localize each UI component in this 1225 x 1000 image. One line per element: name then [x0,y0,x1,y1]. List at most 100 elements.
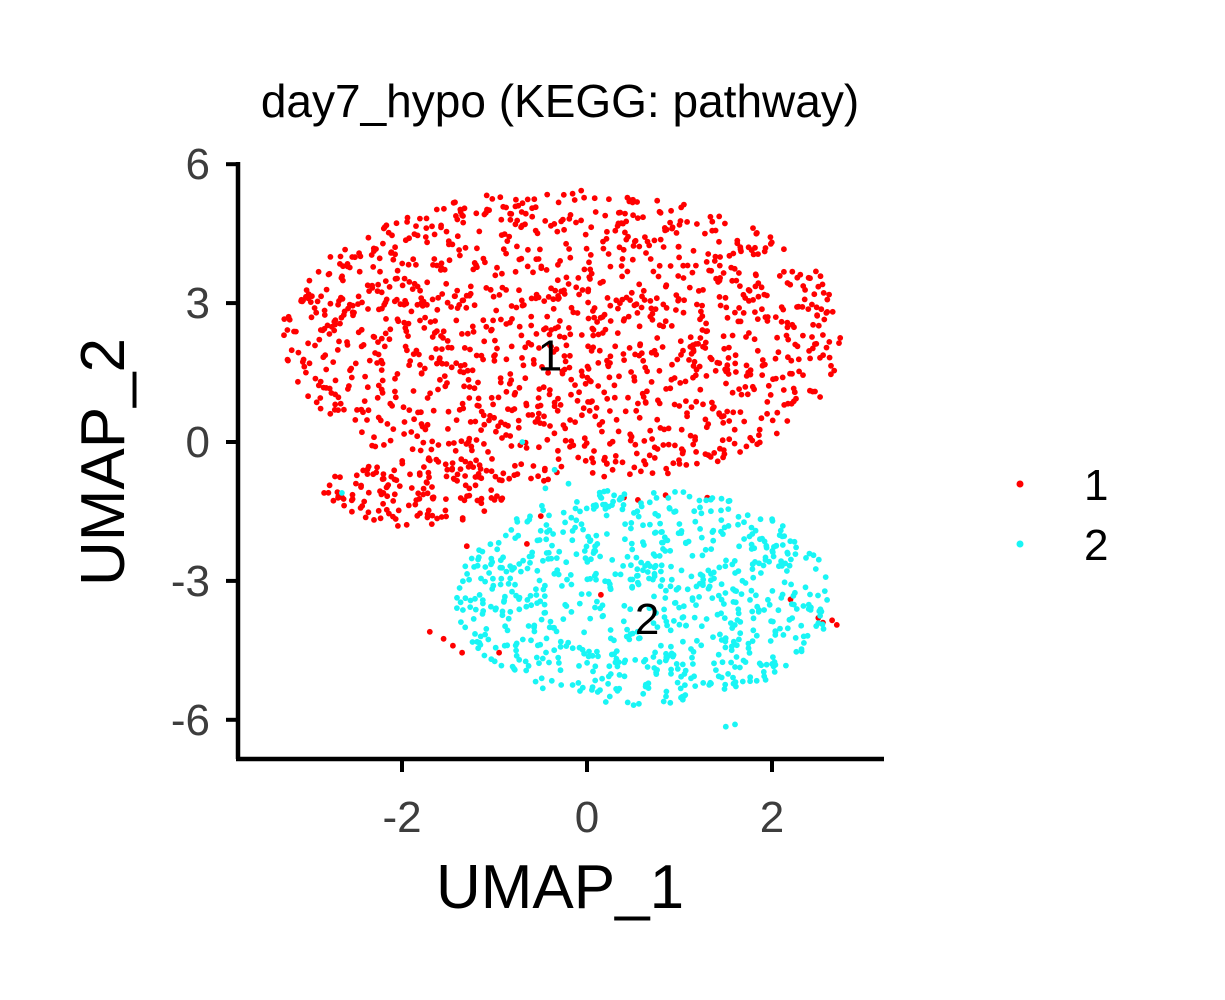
scatter-point-series-1 [528,475,534,482]
scatter-point-series-2 [462,595,469,602]
scatter-point-series-1 [349,491,356,498]
scatter-point-series-2 [544,529,550,535]
scatter-point-series-1 [358,406,365,413]
scatter-point-series-2 [573,551,580,558]
scatter-point-series-1 [397,301,404,308]
scatter-point-series-1 [589,470,596,476]
scatter-point-series-1 [774,409,781,416]
scatter-point-series-2 [663,688,670,695]
scatter-point-series-1 [503,356,510,363]
scatter-point-series-1 [661,225,668,231]
scatter-point-series-1 [306,277,313,284]
scatter-point-series-1 [335,394,342,401]
scatter-point-series-1 [370,245,377,252]
scatter-point-series-2 [488,561,494,568]
scatter-point-series-1 [810,321,816,328]
scatter-point-series-2 [620,563,626,569]
scatter-point-series-1 [703,424,710,431]
scatter-point-series-1 [561,353,568,359]
chart-title: day7_hypo (KEGG: pathway) [261,75,859,127]
scatter-point-series-1 [497,379,504,386]
scatter-point-series-1 [463,543,470,550]
scatter-point-series-2 [682,692,689,698]
scatter-point-series-1 [762,245,769,251]
scatter-point-series-1 [670,460,677,467]
scatter-point-series-2 [575,680,582,686]
scatter-point-series-1 [394,316,401,323]
scatter-point-series-2 [607,586,614,593]
scatter-point-series-2 [567,572,574,578]
scatter-point-series-2 [777,527,784,534]
scatter-point-series-1 [570,309,577,316]
scatter-point-series-1 [673,292,680,298]
scatter-point-series-1 [354,407,360,413]
scatter-point-series-1 [421,464,427,470]
scatter-point-series-1 [628,433,635,440]
scatter-point-series-1 [410,256,417,263]
scatter-point-series-1 [554,228,561,235]
scatter-point-series-2 [680,489,687,495]
scatter-point-series-1 [399,460,406,467]
scatter-point-series-2 [735,521,741,528]
scatter-point-series-1 [492,337,498,344]
scatter-point-series-1 [460,213,466,219]
scatter-point-series-2 [489,586,496,592]
scatter-point-series-1 [457,206,464,213]
scatter-point-series-1 [422,234,429,240]
scatter-point-series-2 [753,592,759,599]
scatter-point-series-1 [800,372,806,378]
scatter-point-series-1 [663,465,670,472]
scatter-point-series-1 [394,371,401,377]
scatter-point-series-2 [518,568,524,575]
scatter-point-series-2 [636,700,642,707]
scatter-point-series-2 [792,551,799,557]
scatter-point-series-1 [542,218,549,224]
scatter-point-series-1 [326,331,333,337]
scatter-point-series-1 [638,304,645,311]
scatter-point-series-1 [781,402,788,408]
scatter-point-series-2 [780,632,787,638]
scatter-point-series-1 [454,233,461,240]
scatter-point-series-1 [678,204,685,211]
scatter-point-series-2 [634,572,641,579]
scatter-point-series-2 [779,523,786,529]
scatter-point-series-1 [503,432,509,438]
scatter-point-series-2 [792,589,798,596]
scatter-point-series-1 [475,395,482,402]
scatter-point-series-1 [629,256,636,263]
scatter-point-series-2 [602,578,608,585]
scatter-point-series-2 [527,592,534,599]
scatter-point-series-1 [566,364,573,371]
scatter-point-series-2 [750,615,757,622]
scatter-point-series-2 [483,626,490,632]
scatter-point-series-1 [758,284,765,291]
scatter-point-series-1 [524,541,530,547]
scatter-point-series-1 [732,352,739,359]
scatter-point-series-1 [528,295,535,302]
scatter-point-series-1 [651,237,658,244]
scatter-point-series-1 [625,313,632,320]
scatter-point-series-1 [674,356,681,363]
scatter-point-series-1 [696,363,703,370]
scatter-point-series-1 [314,298,321,305]
scatter-point-series-1 [387,400,394,407]
scatter-point-series-1 [677,338,684,345]
scatter-point-series-2 [682,539,689,546]
scatter-point-series-1 [316,336,323,343]
scatter-point-series-1 [625,394,631,401]
scatter-point-series-1 [281,332,287,339]
scatter-point-series-2 [531,622,538,629]
scatter-point-series-2 [590,668,596,675]
scatter-point-series-2 [499,612,506,619]
scatter-point-series-1 [325,271,332,278]
scatter-point-series-1 [305,340,311,347]
scatter-point-series-1 [523,445,530,451]
scatter-point-series-1 [686,357,692,363]
scatter-point-series-2 [516,561,523,567]
scatter-point-series-1 [405,320,412,327]
scatter-point-series-1 [444,338,451,344]
scatter-point-series-1 [375,339,381,345]
scatter-point-series-1 [378,335,385,342]
scatter-point-series-1 [579,372,586,379]
scatter-point-series-1 [789,268,796,275]
